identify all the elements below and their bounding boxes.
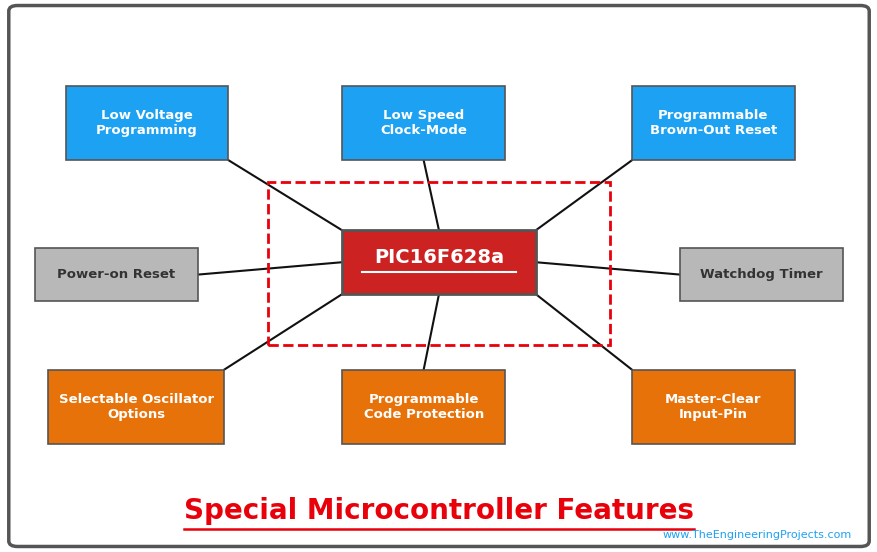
Text: Selectable Oscillator
Options: Selectable Oscillator Options — [59, 393, 213, 421]
Bar — [680, 248, 842, 301]
Bar — [631, 86, 794, 160]
Bar — [342, 86, 504, 160]
Bar — [631, 370, 794, 444]
Text: Power-on Reset: Power-on Reset — [57, 268, 175, 281]
Bar — [35, 248, 197, 301]
Bar — [342, 370, 504, 444]
Bar — [267, 182, 610, 345]
Text: Special Microcontroller Features: Special Microcontroller Features — [184, 497, 693, 524]
Bar — [66, 86, 228, 160]
Text: PIC16F628a: PIC16F628a — [374, 248, 503, 267]
Text: Programmable
Brown-Out Reset: Programmable Brown-Out Reset — [649, 109, 776, 137]
Text: Low Speed
Clock-Mode: Low Speed Clock-Mode — [380, 109, 467, 137]
Text: Master-Clear
Input-Pin: Master-Clear Input-Pin — [665, 393, 760, 421]
Text: Programmable
Code Protection: Programmable Code Protection — [363, 393, 483, 421]
FancyBboxPatch shape — [9, 6, 868, 546]
Text: Low Voltage
Programming: Low Voltage Programming — [96, 109, 197, 137]
Bar — [342, 231, 535, 294]
Text: Watchdog Timer: Watchdog Timer — [700, 268, 822, 281]
Bar — [48, 370, 224, 444]
Text: www.TheEngineeringProjects.com: www.TheEngineeringProjects.com — [661, 530, 851, 540]
